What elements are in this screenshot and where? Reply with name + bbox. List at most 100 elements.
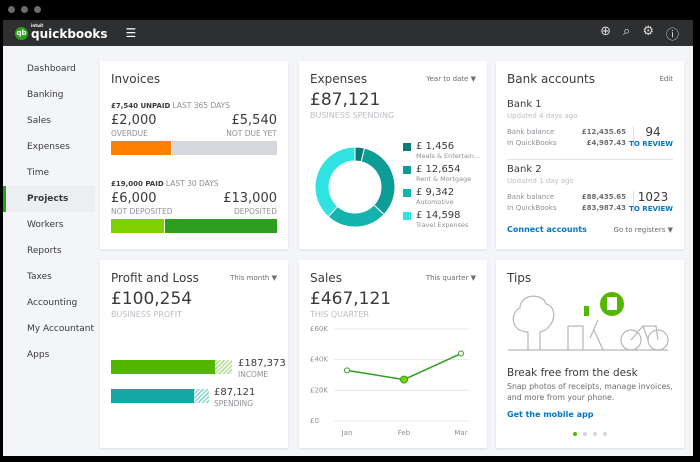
get-mobile-app-link[interactable]: Get the mobile app	[507, 410, 594, 419]
legend-label: Travel Expenses	[416, 221, 469, 229]
sidebar-item-accounting[interactable]: Accounting	[27, 298, 78, 308]
sidebar-item-expenses[interactable]: Expenses	[27, 142, 70, 152]
sales-card: Sales This quarter ▼ £467,121 THIS QUART…	[299, 260, 487, 448]
expenses-donut[interactable]	[307, 139, 403, 235]
y-tick-label: £60K	[310, 325, 328, 333]
legend-item[interactable]: £ 12,654 Rent & Mortgage	[403, 164, 480, 187]
period-dropdown[interactable]: This quarter ▼	[426, 274, 476, 282]
sidebar-item-projects[interactable]: Projects	[3, 186, 95, 212]
bank-updated: Updated 4 days ago	[507, 112, 578, 120]
sales-line-chart[interactable]: £60K £40K £20K £0 Jan Feb Mar	[299, 320, 487, 445]
in-quickbooks-label: In QuickBooks	[507, 204, 557, 212]
legend-swatch	[403, 166, 411, 174]
pager-dot[interactable]	[573, 432, 577, 436]
period-dropdown[interactable]: This month ▼	[230, 274, 277, 282]
in-quickbooks-balance: £83,987.43	[581, 204, 626, 212]
person-illustration	[567, 319, 604, 351]
brand-name: quickbooks	[31, 27, 108, 41]
bank-accounts-card: Bank accounts Edit Bank 1 Updated 4 days…	[496, 61, 684, 249]
spending-bar-hatch	[194, 389, 209, 403]
sidebar-item-time[interactable]: Time	[27, 168, 50, 178]
bank-balance-label: Bank balance	[507, 193, 555, 201]
legend-amount: £ 12,654	[416, 164, 461, 175]
not-due-label: NOT DUE YET	[226, 129, 277, 138]
sidebar: Dashboard Banking Sales Expenses Time Project…	[3, 56, 95, 368]
unpaid-amount: £7,540 UNPAID	[111, 102, 171, 110]
y-tick-label: £20K	[310, 386, 328, 394]
legend-item[interactable]: £ 1,456 Meals & Entertain...	[403, 141, 480, 164]
pager-dot[interactable]	[583, 432, 587, 436]
caret-down-icon: ▼	[271, 274, 277, 282]
deposited-bar[interactable]	[165, 219, 277, 233]
period-label: This month	[230, 274, 270, 282]
invoices-card: Invoices £7,540 UNPAID LAST 365 DAYS £2,…	[100, 61, 288, 249]
unpaid-summary: £7,540 UNPAID LAST 365 DAYS	[111, 101, 230, 110]
paid-period: LAST 30 DAYS	[165, 179, 219, 188]
income-bar[interactable]	[111, 360, 215, 374]
bank-updated: Updated 1 day ago	[507, 177, 574, 185]
window-dot[interactable]	[8, 6, 15, 13]
sidebar-item-taxes[interactable]: Taxes	[27, 272, 52, 282]
bank-balance: £12,435.65	[581, 128, 626, 136]
sidebar-item-apps[interactable]: Apps	[27, 350, 50, 360]
legend-amount: £ 1,456	[416, 141, 455, 152]
to-review-link[interactable]: TO REVIEW	[629, 205, 673, 213]
sidebar-item-banking[interactable]: Banking	[27, 90, 64, 100]
donut-slice[interactable]	[314, 146, 356, 218]
to-review-link[interactable]: TO REVIEW	[629, 140, 673, 148]
in-quickbooks-balance: £4,987.43	[586, 139, 626, 147]
unpaid-bar[interactable]	[111, 141, 277, 155]
pager-dot[interactable]	[593, 432, 597, 436]
sales-total-label: THIS QUARTER	[310, 310, 369, 319]
paid-bar[interactable]	[111, 219, 277, 233]
sidebar-item-my-accountant[interactable]: My Accountant	[27, 324, 95, 334]
bank-name[interactable]: Bank 1	[507, 99, 542, 110]
sidebar-item-dashboard[interactable]: Dashboard	[27, 64, 76, 74]
not-deposited-bar[interactable]	[111, 219, 165, 233]
caret-down-icon: ▼	[470, 75, 476, 83]
data-point[interactable]	[344, 367, 350, 374]
legend-swatch	[403, 212, 411, 220]
data-point[interactable]	[400, 375, 408, 384]
profit-total-label: BUSINESS PROFIT	[111, 310, 183, 319]
expenses-legend: £ 1,456 Meals & Entertain... £ 12,654 Rent …	[403, 141, 480, 233]
income-amount: £187,373	[238, 358, 286, 369]
bank-name[interactable]: Bank 2	[507, 164, 542, 175]
review-count[interactable]: 1023	[637, 190, 669, 204]
donut-slice[interactable]	[360, 147, 396, 216]
menu-icon[interactable]: ☰	[125, 26, 137, 40]
quickbooks-logo[interactable]: qb intuit quickbooks	[15, 23, 108, 41]
bank-balance-label: Bank balance	[507, 128, 555, 136]
window-dot[interactable]	[34, 6, 41, 13]
spending-bar[interactable]	[111, 389, 194, 403]
legend-item[interactable]: £ 14,598 Travel Expenses	[403, 210, 480, 233]
data-point[interactable]	[458, 350, 464, 357]
legend-swatch	[403, 189, 411, 197]
window-dot[interactable]	[21, 6, 28, 13]
overdue-bar[interactable]	[111, 141, 171, 155]
expenses-total: £87,121	[310, 90, 381, 110]
period-label: Year to date	[426, 75, 469, 83]
tree-illustration	[512, 295, 555, 350]
plus-icon[interactable]: ⊕	[600, 23, 612, 39]
gear-icon[interactable]: ⚙	[642, 23, 654, 39]
income-label: INCOME	[238, 370, 269, 379]
review-count[interactable]: 94	[645, 125, 661, 139]
intuit-label: intuit	[31, 23, 44, 28]
not-due-amount: £5,540	[231, 113, 278, 128]
legend-item[interactable]: £ 9,342 Automotive	[403, 187, 480, 210]
overdue-label: OVERDUE	[111, 129, 148, 138]
connect-accounts-link[interactable]: Connect accounts	[507, 225, 587, 234]
qb-logo-mark: qb	[15, 26, 28, 40]
edit-link[interactable]: Edit	[659, 75, 673, 83]
pager-dot[interactable]	[603, 432, 607, 436]
sidebar-item-sales[interactable]: Sales	[27, 116, 51, 126]
go-to-registers-dropdown[interactable]: Go to registers ▼	[614, 226, 673, 234]
search-icon[interactable]: ⌕	[623, 23, 631, 39]
help-icon[interactable]: ⓘ	[665, 27, 679, 43]
sidebar-item-workers[interactable]: Workers	[27, 220, 64, 230]
period-dropdown[interactable]: Year to date ▼	[426, 75, 476, 83]
not-due-bar[interactable]	[171, 141, 277, 155]
donut-slice[interactable]	[327, 204, 385, 228]
sidebar-item-reports[interactable]: Reports	[27, 246, 62, 256]
